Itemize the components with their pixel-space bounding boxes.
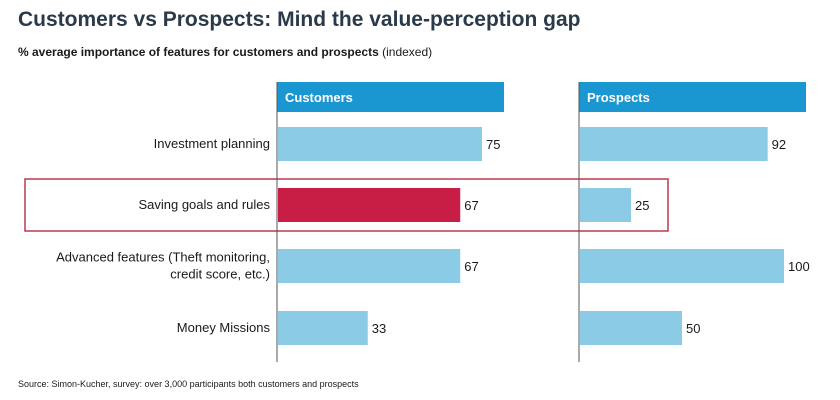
data-label: 67 bbox=[464, 259, 478, 274]
data-label: 25 bbox=[635, 198, 649, 213]
category-label: Investment planning bbox=[154, 136, 270, 151]
data-label: 92 bbox=[772, 137, 786, 152]
highlight-box bbox=[24, 178, 669, 232]
category-label: Saving goals and rules bbox=[138, 197, 270, 212]
bar bbox=[580, 311, 682, 345]
chart-title: Customers vs Prospects: Mind the value-p… bbox=[18, 8, 581, 31]
bar bbox=[580, 188, 631, 222]
bar bbox=[580, 249, 784, 283]
category-label: Advanced features (Theft monitoring, bbox=[56, 250, 270, 265]
source-note: Source: Simon-Kucher, survey: over 3,000… bbox=[18, 379, 359, 389]
series-header bbox=[579, 82, 806, 112]
bar bbox=[278, 249, 461, 283]
bar bbox=[278, 188, 461, 222]
data-label: 75 bbox=[486, 137, 500, 152]
bar bbox=[580, 127, 768, 161]
series-header bbox=[277, 82, 504, 112]
chart-subtitle: % average importance of features for cus… bbox=[18, 45, 432, 59]
bar bbox=[278, 311, 368, 345]
data-label: 33 bbox=[372, 321, 386, 336]
series-header-label: Customers bbox=[285, 90, 353, 105]
category-label: Money Missions bbox=[177, 320, 271, 335]
series-header-label: Prospects bbox=[587, 90, 650, 105]
subtitle-normal: (indexed) bbox=[382, 45, 433, 59]
data-label: 100 bbox=[788, 259, 810, 274]
data-label: 67 bbox=[464, 198, 478, 213]
data-label: 50 bbox=[686, 321, 700, 336]
bar bbox=[278, 127, 482, 161]
subtitle-bold: % average importance of features for cus… bbox=[18, 45, 379, 59]
category-label: credit score, etc.) bbox=[170, 267, 270, 282]
